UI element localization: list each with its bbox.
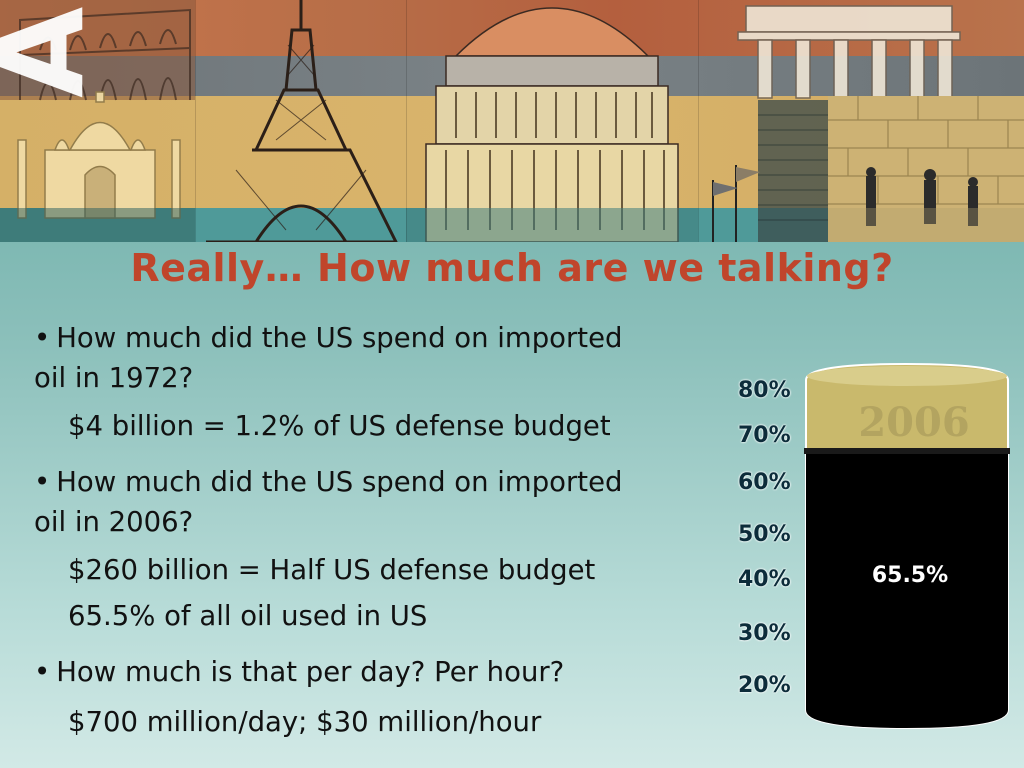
answer-2006-share: 65.5% of all oil used in US [68, 600, 428, 632]
aic-logo-text: AIC [0, 0, 110, 98]
bullet-dot: • [34, 656, 51, 688]
scale-label: 70% [738, 423, 791, 448]
bullet-dot: • [34, 322, 51, 354]
answer-rate: $700 million/day; $30 million/hour [68, 706, 542, 738]
barrel-year: 2006 [858, 399, 969, 446]
slide-title: Really… How much are we talking? [130, 246, 894, 290]
bullet-question-1972: • How much did the US spend on imported o… [34, 318, 622, 398]
question-line: How much did the US spend on imported [56, 322, 623, 354]
scale-label: 20% [738, 673, 791, 698]
bullet-question-rate: • How much is that per day? Per hour? [34, 652, 564, 692]
barrel-fill-value: 65.5% [872, 563, 948, 588]
capitol-dome-icon [406, 7, 698, 242]
colosseum-icon [0, 0, 195, 101]
panel-divider [195, 0, 196, 242]
eiffel-tower-icon [206, 0, 398, 242]
bullet-question-2006: • How much did the US spend on imported o… [34, 462, 622, 542]
header-banner: AIC [0, 0, 1024, 242]
scale-label: 30% [738, 621, 791, 646]
scale-label: 60% [738, 470, 791, 495]
taj-mahal-icon [0, 91, 195, 242]
oil-barrel-icon: 2006 65.5% [804, 362, 1010, 730]
scale-label: 80% [738, 378, 791, 403]
oil-fill [806, 452, 1008, 728]
oil-barrel-graphic: 80% 70% 60% 50% 40% 30% 20% 2006 65.5% [730, 360, 1020, 735]
bullet-dot: • [34, 466, 51, 498]
answer-2006-amount: $260 billion = Half US defense budget [68, 554, 596, 586]
question-line: oil in 2006? [34, 506, 194, 538]
question-line: How much is that per day? Per hour? [56, 656, 565, 688]
panel-divider [698, 0, 699, 242]
scale-label: 50% [738, 522, 791, 547]
question-line: How much did the US spend on imported [56, 466, 623, 498]
answer-1972: $4 billion = 1.2% of US defense budget [68, 410, 611, 442]
western-wall-icon [828, 96, 1024, 242]
skyscraper-flags-icon [712, 100, 828, 242]
scale-label: 40% [738, 567, 791, 592]
panel-divider [406, 0, 407, 242]
question-line: oil in 1972? [34, 362, 194, 394]
